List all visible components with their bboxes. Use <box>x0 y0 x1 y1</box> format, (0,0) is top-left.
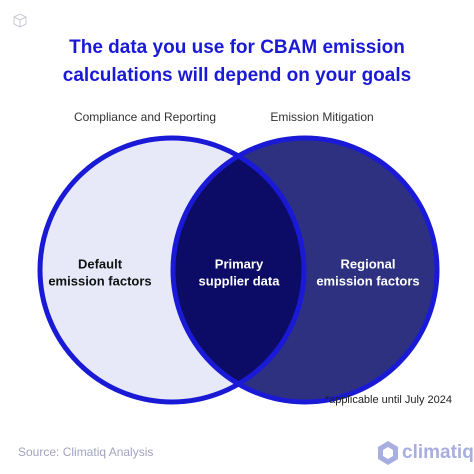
right-outline <box>170 135 440 405</box>
logo-icon <box>378 441 398 465</box>
region-label: emission factors <box>48 273 151 288</box>
intersection <box>173 138 304 402</box>
region-label: supplier data <box>199 273 281 288</box>
region-label: Primary <box>215 256 264 271</box>
cube-icon <box>13 13 27 28</box>
logo-text: climatiq <box>402 442 474 463</box>
footnote: *applicable until July 2024 <box>325 394 452 406</box>
source: Source: Climatiq Analysis <box>18 445 153 459</box>
region-label: Default <box>78 256 123 271</box>
title-line: calculations will depend on your goals <box>63 65 411 86</box>
set-label: Compliance and Reporting <box>74 110 216 124</box>
left-outline <box>37 135 307 405</box>
region-label: Regional <box>341 256 396 271</box>
title-line: The data you use for CBAM emission <box>69 37 405 58</box>
region-label: emission factors <box>316 273 419 288</box>
set-label: Emission Mitigation <box>270 110 373 124</box>
